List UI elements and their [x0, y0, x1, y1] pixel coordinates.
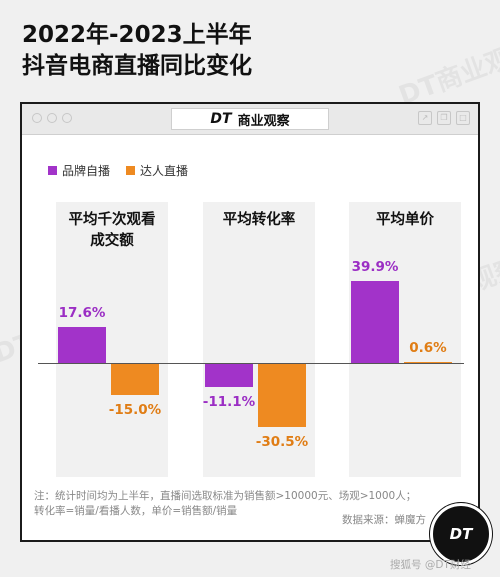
chart-legend: 品牌自播 达人直播 — [48, 162, 188, 179]
titlebar-icons: ↗ ❐ □ — [418, 111, 470, 125]
category-label: 平均单价 — [376, 212, 434, 228]
close-dot-icon[interactable] — [32, 113, 42, 123]
category-label: 平均转化率 — [222, 212, 296, 228]
brand-tab: DT 商业观察 — [171, 108, 329, 130]
legend-swatch-purple — [48, 166, 57, 175]
chart-window: DT 商业观察 ↗ ❐ □ 品牌自播 达人直播 平均千次观看 成交额 平均转化率 平均… — [20, 102, 480, 542]
bar — [58, 326, 106, 363]
footnote-line-2: 转化率=销量/看播人数，单价=销售额/销量 — [34, 505, 238, 517]
zero-baseline — [38, 363, 464, 364]
bar — [205, 364, 253, 387]
window-controls — [32, 113, 72, 123]
category-label: 平均千次观看 成交额 — [68, 212, 156, 249]
bar — [258, 364, 306, 427]
brand-name: 商业观察 — [237, 113, 290, 129]
bar — [351, 280, 399, 363]
bar — [404, 361, 452, 363]
maximize-dot-icon[interactable] — [62, 113, 72, 123]
data-label: 0.6% — [409, 339, 447, 356]
data-label: -15.0% — [108, 401, 162, 418]
title-line-2: 抖音电商直播同比变化 — [22, 53, 252, 79]
footer-credit: 搜狐号 @DT财经 — [390, 559, 471, 571]
data-label: -30.5% — [255, 433, 309, 450]
data-label: -11.1% — [202, 393, 256, 410]
bar — [111, 364, 159, 395]
page-title: 2022年-2023上半年 抖音电商直播同比变化 — [22, 20, 252, 82]
legend-label: 品牌自播 — [62, 164, 111, 178]
data-source: 数据来源：蝉魔方 — [342, 514, 426, 526]
watermark: DT商业观察 — [395, 34, 500, 112]
badge-text: DT — [449, 525, 473, 543]
title-line-1: 2022年-2023上半年 — [22, 22, 252, 48]
footnote-line-1: 注：统计时间均为上半年，直播间选取标准为销售额>10000元、场观>1000人； — [34, 490, 417, 502]
minimize-dot-icon[interactable] — [47, 113, 57, 123]
brand-logo: DT — [210, 111, 232, 127]
category-panel: 平均转化率 — [203, 202, 315, 477]
dt-badge-logo: DT — [430, 503, 492, 565]
data-label: 39.9% — [351, 258, 399, 275]
legend-item-brand: 品牌自播 — [48, 162, 110, 179]
copy-icon[interactable]: ❐ — [437, 111, 451, 125]
footnote: 注：统计时间均为上半年，直播间选取标准为销售额>10000元、场观>1000人；… — [34, 489, 416, 519]
legend-item-influencer: 达人直播 — [126, 162, 188, 179]
legend-label: 达人直播 — [140, 164, 189, 178]
legend-swatch-orange — [126, 166, 136, 175]
data-label: 17.6% — [58, 304, 106, 321]
share-icon[interactable]: ↗ — [418, 111, 432, 125]
expand-icon[interactable]: □ — [456, 111, 470, 125]
window-titlebar: DT 商业观察 ↗ ❐ □ — [22, 104, 478, 135]
